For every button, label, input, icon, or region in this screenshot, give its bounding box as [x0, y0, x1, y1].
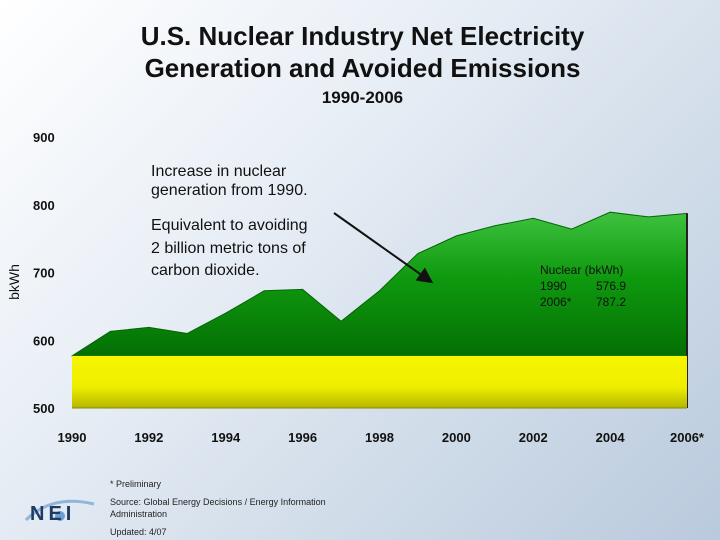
legend-year: 1990: [540, 279, 567, 293]
source-line-2: Administration: [110, 509, 168, 519]
svg-text:NEI: NEI: [30, 503, 75, 525]
annotation-line-3: Equivalent to avoiding: [151, 217, 308, 234]
data-point-2000: [455, 234, 458, 237]
y-tick-label: 800: [33, 198, 55, 213]
x-tick-label: 2000: [442, 430, 471, 445]
data-point-1994: [224, 312, 227, 315]
annotation-line-5: carbon dioxide.: [151, 262, 260, 279]
legend-header: Nuclear (bkWh): [540, 263, 624, 277]
data-point-1998: [378, 289, 381, 292]
x-tick-label: 2006*: [670, 430, 705, 445]
data-point-2003: [570, 228, 573, 231]
y-tick-label: 900: [33, 130, 55, 145]
data-point-2004: [609, 211, 612, 214]
baseline-1990-band: [72, 355, 687, 408]
legend-row-1990: 1990 576.9: [540, 278, 626, 294]
data-point-1991: [109, 330, 112, 333]
chart-title: U.S. Nuclear Industry Net Electricity Ge…: [0, 20, 720, 84]
x-tick-label: 2002: [519, 430, 548, 445]
y-tick-label: 500: [33, 401, 55, 416]
data-point-1995: [263, 289, 266, 292]
data-point-1990: [71, 354, 74, 357]
data-point-1993: [186, 332, 189, 335]
y-axis-label: bkWh: [6, 264, 22, 300]
x-tick-label: 1990: [58, 430, 87, 445]
annotation-arrow: [333, 212, 434, 284]
y-tick-label: 600: [33, 333, 55, 348]
legend-row-2006: 2006* 787.2: [540, 294, 626, 310]
data-point-1992: [147, 326, 150, 329]
x-tick-label: 1992: [134, 430, 163, 445]
source-line-1: Source: Global Energy Decisions / Energy…: [110, 497, 326, 507]
data-point-1997: [340, 320, 343, 323]
annotation-line-1: Increase in nuclear: [151, 163, 287, 180]
legend-box: Nuclear (bkWh) 1990 576.9 2006* 787.2: [540, 262, 626, 310]
chart-subtitle: 1990-2006: [321, 88, 404, 107]
legend-year: 2006*: [540, 295, 572, 309]
x-tick-label: 1998: [365, 430, 394, 445]
title-line-1: U.S. Nuclear Industry Net Electricity: [140, 21, 585, 51]
x-tick-label: 1996: [288, 430, 317, 445]
data-point-1999: [416, 252, 419, 255]
legend-value: 576.9: [596, 279, 627, 293]
nei-logo: NEI: [24, 499, 95, 525]
y-tick-label: 700: [33, 266, 55, 281]
updated-note: Updated: 4/07: [110, 527, 167, 537]
preliminary-note: * Preliminary: [110, 479, 162, 489]
data-point-2001: [493, 224, 496, 227]
title-line-2: Generation and Avoided Emissions: [144, 53, 581, 83]
data-point-2005: [647, 215, 650, 218]
x-tick-label: 2004: [596, 430, 626, 445]
x-tick-label: 1994: [211, 430, 241, 445]
data-point-1996: [301, 288, 304, 291]
data-point-2002: [532, 217, 535, 220]
generation-area: [70, 211, 688, 357]
annotation-line-2: generation from 1990.: [151, 182, 308, 199]
legend-value: 787.2: [596, 295, 627, 309]
annotation-line-4: 2 billion metric tons of: [151, 240, 306, 257]
data-point-2006: [686, 212, 689, 215]
